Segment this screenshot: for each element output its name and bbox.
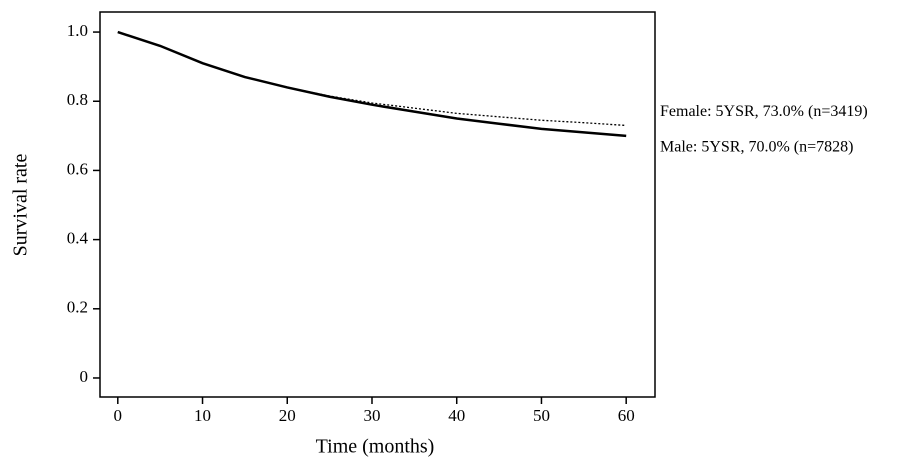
x-tick-label: 10 bbox=[194, 406, 211, 425]
x-tick-label: 20 bbox=[279, 406, 296, 425]
x-axis-label: Time (months) bbox=[316, 436, 435, 458]
y-tick-label: 0.2 bbox=[67, 298, 88, 317]
y-tick-label: 0.6 bbox=[67, 159, 88, 178]
y-tick-label: 0.4 bbox=[67, 229, 89, 248]
y-axis-label: Survival rate bbox=[10, 154, 32, 257]
survival-curve bbox=[117, 30, 627, 138]
y-tick-label: 0 bbox=[80, 367, 89, 386]
x-tick-label: 50 bbox=[533, 406, 550, 425]
plot-frame bbox=[99, 11, 656, 398]
x-tick-label: 30 bbox=[363, 406, 380, 425]
x-tick-label: 60 bbox=[618, 406, 635, 425]
legend-label: Male: 5YSR, 70.0% (n=7828) bbox=[660, 139, 853, 156]
x-tick-label: 40 bbox=[448, 406, 465, 425]
y-tick-label: 0.8 bbox=[67, 90, 88, 109]
x-tick-label: 0 bbox=[114, 406, 123, 425]
y-tick-label: 1.0 bbox=[67, 21, 88, 40]
survival-curve bbox=[117, 31, 627, 127]
legend-label: Female: 5YSR, 73.0% (n=3419) bbox=[660, 103, 868, 120]
